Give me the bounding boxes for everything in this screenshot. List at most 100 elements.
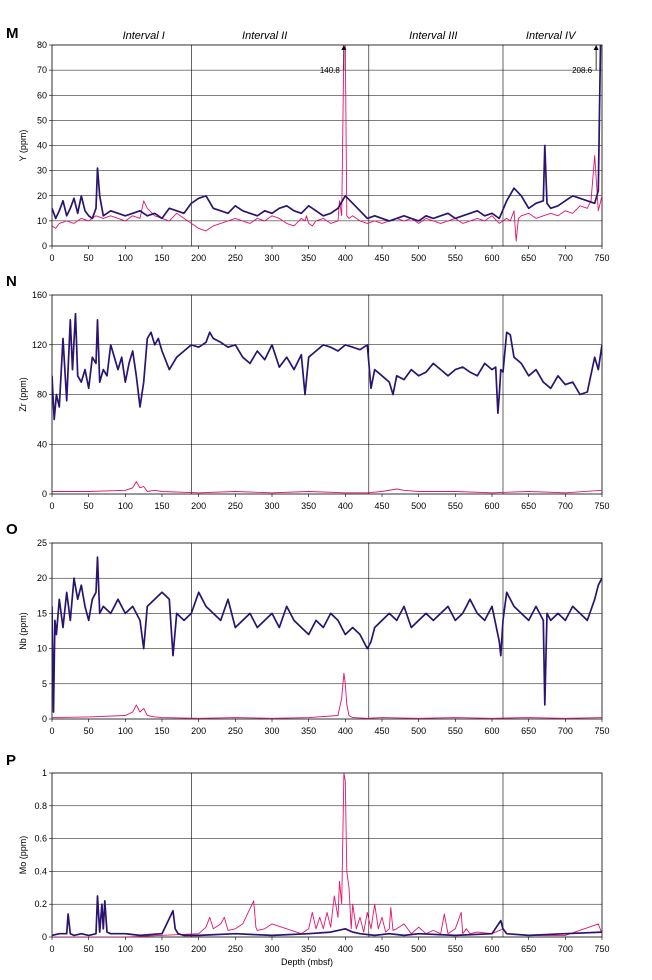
x-tick-label: 400 <box>338 253 353 263</box>
x-tick-label: 550 <box>448 726 463 736</box>
y-tick-label: 60 <box>37 90 47 100</box>
panel-n: 0 40 80 120 160 0 50 100 150 200 250 300 350 400 450 50… <box>6 273 610 511</box>
y-tick-label: 10 <box>37 644 47 654</box>
y-tick-label: 15 <box>37 608 47 618</box>
y-tick-label: 80 <box>37 40 47 50</box>
x-tick-label: 700 <box>558 944 573 954</box>
panel-label: N <box>6 273 17 290</box>
annotation-value: 140.8 <box>320 66 341 75</box>
x-axis-label: Depth (mbsf) <box>281 957 333 967</box>
y-tick-label: 0 <box>42 489 47 499</box>
x-tick-label: 50 <box>84 501 94 511</box>
y-tick-label: 40 <box>37 141 47 151</box>
panel-label: P <box>6 752 16 769</box>
y-tick-label: 70 <box>37 65 47 75</box>
x-tick-label: 450 <box>374 944 389 954</box>
panel-p: 0 0.2 0.4 0.6 0.8 1 0 50 100 150 200 250 300 350 400 45… <box>6 752 610 967</box>
x-tick-label: 350 <box>301 944 316 954</box>
y-tick-label: 0.4 <box>34 866 47 876</box>
x-tick-label: 500 <box>411 726 426 736</box>
x-tick-label: 0 <box>49 726 54 736</box>
arrow-head-icon <box>341 45 347 50</box>
x-tick-label: 750 <box>594 501 609 511</box>
x-tick-label: 200 <box>191 253 206 263</box>
series-line-light <box>52 481 602 494</box>
x-tick-label: 650 <box>521 501 536 511</box>
x-tick-label: 650 <box>521 944 536 954</box>
x-tick-label: 550 <box>448 501 463 511</box>
x-tick-label: 200 <box>191 726 206 736</box>
x-tick-label: 300 <box>264 726 279 736</box>
x-tick-label: 700 <box>558 253 573 263</box>
plot-frame <box>51 542 603 720</box>
x-tick-label: 600 <box>484 944 499 954</box>
x-tick-label: 100 <box>118 944 133 954</box>
x-tick-label: 50 <box>84 726 94 736</box>
x-tick-label: 300 <box>264 253 279 263</box>
x-tick-label: 750 <box>594 944 609 954</box>
y-tick-label: 30 <box>37 166 47 176</box>
x-tick-label: 650 <box>521 726 536 736</box>
y-tick-label: 5 <box>42 679 47 689</box>
y-tick-label: 0.2 <box>34 899 47 909</box>
interval-label: Interval I <box>123 30 165 42</box>
series-line-light <box>52 672 602 719</box>
series-line-dark <box>52 312 602 421</box>
y-tick-label: 50 <box>37 115 47 125</box>
x-tick-label: 750 <box>594 253 609 263</box>
y-tick-label: 0 <box>42 241 47 251</box>
x-tick-label: 100 <box>118 501 133 511</box>
x-tick-label: 500 <box>411 501 426 511</box>
x-tick-label: 700 <box>558 501 573 511</box>
x-tick-label: 0 <box>49 501 54 511</box>
x-tick-label: 0 <box>49 944 54 954</box>
y-tick-label: 20 <box>37 573 47 583</box>
x-tick-label: 100 <box>118 253 133 263</box>
x-tick-label: 500 <box>411 944 426 954</box>
y-tick-label: 0.8 <box>34 801 47 811</box>
x-tick-label: 400 <box>338 501 353 511</box>
y-tick-label: 0 <box>42 714 47 724</box>
y-tick-label: 0.6 <box>34 834 47 844</box>
series-line-dark <box>52 45 602 222</box>
panel-label: O <box>6 521 18 538</box>
series-line-light <box>52 773 602 937</box>
x-tick-label: 100 <box>118 726 133 736</box>
x-tick-label: 200 <box>191 501 206 511</box>
interval-label: Interval IV <box>526 30 577 42</box>
panel-label: M <box>6 25 19 42</box>
x-tick-label: 750 <box>594 726 609 736</box>
y-tick-label: 25 <box>37 538 47 548</box>
y-axis-label: Mo (ppm) <box>18 836 28 875</box>
y-tick-label: 0 <box>42 932 47 942</box>
arrow-head-icon <box>593 45 599 50</box>
x-tick-label: 250 <box>228 501 243 511</box>
y-tick-label: 10 <box>37 216 47 226</box>
x-tick-label: 0 <box>49 253 54 263</box>
x-tick-label: 250 <box>228 253 243 263</box>
x-tick-label: 650 <box>521 253 536 263</box>
interval-label: Interval II <box>242 30 287 42</box>
x-tick-label: 250 <box>228 944 243 954</box>
x-tick-label: 450 <box>374 501 389 511</box>
x-tick-label: 350 <box>301 501 316 511</box>
x-tick-label: 600 <box>484 501 499 511</box>
y-tick-label: 1 <box>42 768 47 778</box>
series-line-light <box>52 45 602 242</box>
x-tick-label: 550 <box>448 944 463 954</box>
x-tick-label: 400 <box>338 726 353 736</box>
x-tick-label: 600 <box>484 253 499 263</box>
interval-label: Interval III <box>409 30 457 42</box>
y-axis-label: Y (ppm) <box>18 130 28 162</box>
x-tick-label: 150 <box>154 944 169 954</box>
plot-frame <box>51 772 603 938</box>
y-tick-label: 160 <box>32 290 47 300</box>
x-tick-label: 450 <box>374 726 389 736</box>
annotation-value: 208.6 <box>572 66 593 75</box>
x-tick-label: 50 <box>84 253 94 263</box>
x-tick-label: 700 <box>558 726 573 736</box>
y-axis-label: Zr (ppm) <box>18 377 28 412</box>
x-tick-label: 600 <box>484 726 499 736</box>
x-tick-label: 150 <box>154 501 169 511</box>
